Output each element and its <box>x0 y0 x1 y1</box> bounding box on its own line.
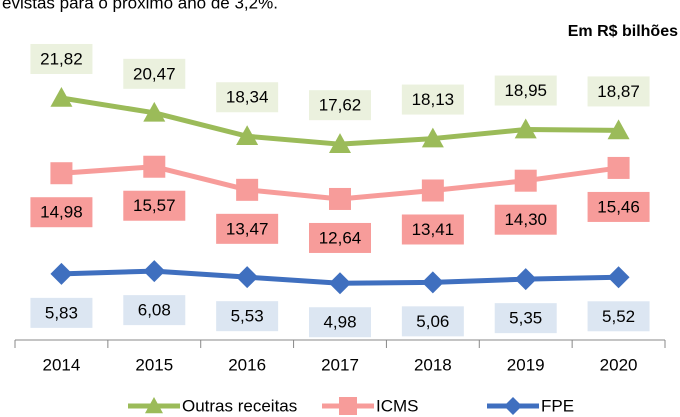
marker <box>236 178 259 201</box>
value-label: 18,13 <box>412 90 455 109</box>
marker <box>607 156 630 179</box>
marker <box>329 133 351 153</box>
value-label-box <box>30 297 93 328</box>
marker <box>143 101 166 122</box>
marker <box>514 169 537 192</box>
marker <box>421 127 444 148</box>
value-label: 17,62 <box>319 96 362 115</box>
value-label-box <box>123 295 186 326</box>
legend-label: FPE <box>541 396 574 415</box>
marker <box>236 266 259 289</box>
value-label-box <box>587 301 650 332</box>
x-tick-label: 2016 <box>228 355 266 374</box>
value-label-box <box>401 84 464 115</box>
value-label-box <box>587 76 650 107</box>
value-label-box <box>216 213 279 244</box>
x-tick-label: 2017 <box>321 355 359 374</box>
marker <box>339 397 357 415</box>
value-label: 14,30 <box>504 210 547 229</box>
value-label: 5,83 <box>45 303 78 322</box>
marker <box>50 262 73 285</box>
unit-label: Em R$ bilhões <box>568 23 678 40</box>
x-tick-label: 2019 <box>507 355 545 374</box>
value-label: 5,52 <box>602 307 635 326</box>
x-tick-label: 2018 <box>414 355 452 374</box>
marker <box>50 86 73 107</box>
marker <box>329 272 351 295</box>
marker <box>50 162 73 185</box>
x-tick-label: 2015 <box>135 355 173 374</box>
value-label-box <box>587 191 650 222</box>
marker <box>607 266 630 289</box>
value-label-box <box>401 306 464 337</box>
value-label-box <box>494 204 557 235</box>
value-label: 15,46 <box>597 197 640 216</box>
marker <box>514 118 537 139</box>
value-label-box <box>494 303 557 334</box>
value-label-box <box>123 190 186 221</box>
marker <box>421 179 444 202</box>
value-label: 20,47 <box>133 64 176 83</box>
value-label: 4,98 <box>323 313 356 332</box>
value-label-box <box>30 197 93 228</box>
value-label: 18,34 <box>226 88 269 107</box>
value-label: 13,47 <box>226 219 269 238</box>
value-label-box <box>401 214 464 245</box>
value-label: 15,57 <box>133 196 176 215</box>
x-tick-label: 2014 <box>43 355 81 374</box>
subtitle: evistas para o próximo ano de 3,2%. <box>2 0 278 12</box>
value-label: 5,06 <box>416 312 449 331</box>
marker <box>504 397 522 415</box>
value-label: 6,08 <box>138 301 171 320</box>
value-label-box <box>494 75 557 106</box>
value-label-box <box>216 82 279 113</box>
marker <box>145 397 163 414</box>
marker <box>143 155 166 178</box>
value-label-box <box>216 301 279 332</box>
value-label-box <box>309 90 371 121</box>
marker <box>143 260 166 283</box>
value-label: 12,64 <box>319 228 362 247</box>
value-label: 18,87 <box>597 82 640 101</box>
value-label-box <box>123 58 186 89</box>
marker <box>514 268 537 291</box>
legend-label: Outras receitas <box>182 396 297 415</box>
value-label: 21,82 <box>40 49 83 68</box>
value-label-box <box>309 307 371 338</box>
value-label: 13,41 <box>412 220 455 239</box>
value-label: 5,35 <box>509 309 542 328</box>
value-label-box <box>30 43 93 74</box>
marker <box>329 187 351 210</box>
x-tick-label: 2020 <box>600 355 638 374</box>
value-label: 5,53 <box>231 307 264 326</box>
legend-label: ICMS <box>376 396 419 415</box>
value-label: 18,95 <box>504 81 547 100</box>
marker <box>421 271 444 294</box>
value-label: 14,98 <box>40 203 83 222</box>
value-label-box <box>309 222 371 253</box>
marker <box>236 125 259 146</box>
marker <box>607 119 630 140</box>
